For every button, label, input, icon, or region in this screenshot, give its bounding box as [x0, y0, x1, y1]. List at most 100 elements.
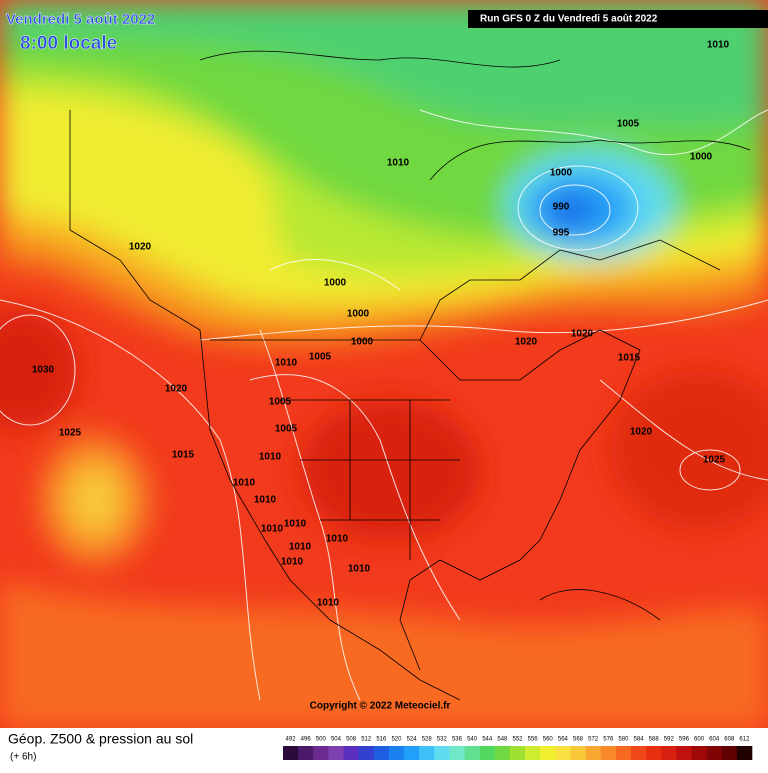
isobar-label: 1005 — [275, 424, 298, 435]
scale-label: 568 — [573, 737, 584, 743]
scale-swatch — [691, 746, 707, 760]
scale-label: 520 — [391, 737, 402, 743]
scale-swatch — [464, 746, 480, 760]
scale-label: 604 — [709, 737, 720, 743]
isobar-label: 1020 — [515, 337, 538, 348]
geopotential-field — [0, 0, 768, 728]
scale-swatch — [494, 746, 511, 760]
scale-swatch — [373, 746, 390, 760]
isobar-label: 1010 — [284, 519, 307, 530]
scale-swatch — [615, 746, 632, 760]
isobar-label: 1010 — [707, 40, 730, 51]
isobar-label: 1010 — [348, 564, 371, 575]
footer-title: Géop. Z500 & pression au sol — [8, 731, 193, 747]
date-label: Vendredi 5 août 2022 — [6, 11, 155, 28]
scale-label: 608 — [724, 737, 735, 743]
isobar-label: 1000 — [347, 309, 370, 320]
scale-label: 548 — [497, 737, 508, 743]
scale-label: 516 — [376, 737, 387, 743]
scale-swatch — [313, 746, 329, 760]
scale-swatch — [328, 746, 344, 760]
copyright: Copyright © 2022 Meteociel.fr — [310, 701, 451, 712]
scale-swatch — [434, 746, 450, 760]
isobar-label: 1005 — [309, 352, 332, 363]
scale-label: 588 — [649, 737, 660, 743]
isobars — [0, 109, 768, 701]
scale-label: 528 — [422, 737, 433, 743]
scale-label: 492 — [286, 737, 297, 743]
scale-label: 596 — [679, 737, 690, 743]
isobar-label: 1010 — [275, 358, 298, 369]
scale-swatch — [555, 746, 571, 760]
scale-label: 500 — [316, 737, 327, 743]
isobar-label: 1015 — [172, 450, 195, 461]
isobar-label: 1000 — [550, 168, 573, 179]
scale-swatch — [298, 746, 314, 760]
scale-label: 524 — [407, 737, 418, 743]
scale-label: 592 — [664, 737, 675, 743]
color-scale: 492 496 500 504 508 512 516 520 524 528 532 536 540 5… — [283, 737, 753, 760]
scale-swatch — [283, 746, 299, 760]
scale-swatch — [706, 746, 723, 760]
scale-swatch — [736, 746, 753, 760]
isobar-labels: 1010 1005 1000 1010 1000 990 995 1020 1000 1000 10… — [32, 40, 730, 609]
isobar-label: 1010 — [387, 158, 410, 169]
isobar-label: 1010 — [254, 495, 277, 506]
isobar-label: 1010 — [289, 542, 312, 553]
isobar-label: 1005 — [269, 397, 292, 408]
scale-swatch — [343, 746, 359, 760]
isobar-label: 1000 — [351, 337, 374, 348]
scale-label: 532 — [437, 737, 448, 743]
scale-label: 576 — [603, 737, 614, 743]
isobar-label: 1010 — [326, 534, 349, 545]
scale-swatch — [404, 746, 420, 760]
scale-swatch — [388, 746, 405, 760]
scale-label: 564 — [558, 737, 569, 743]
scale-label: 556 — [528, 737, 539, 743]
scale-label: 580 — [618, 737, 629, 743]
isobar-label: 1010 — [281, 557, 304, 568]
footer-subtitle: (+ 6h) — [10, 752, 36, 763]
scale-swatch — [585, 746, 602, 760]
scale-label: 540 — [467, 737, 478, 743]
isobar-label: 1000 — [690, 152, 713, 163]
scale-label: 508 — [346, 737, 357, 743]
scale-swatch — [509, 746, 526, 760]
scale-label: 504 — [331, 737, 342, 743]
isobar-label: 1010 — [259, 452, 282, 463]
scale-swatch — [449, 746, 465, 760]
scale-swatch — [419, 746, 435, 760]
isobar-label: 1030 — [32, 365, 55, 376]
isobar-label: 1025 — [59, 428, 82, 439]
isobar-label: 1010 — [233, 478, 256, 489]
run-banner — [468, 10, 768, 28]
scale-swatch — [540, 746, 556, 760]
scale-swatch — [721, 746, 738, 760]
isobar-label: 1020 — [571, 329, 594, 340]
coastlines — [69, 50, 751, 701]
scale-label: 612 — [739, 737, 750, 743]
scale-label: 544 — [482, 737, 493, 743]
scale-swatch — [479, 746, 496, 760]
scale-swatch — [570, 746, 586, 760]
scale-swatch — [646, 746, 662, 760]
scale-swatch — [525, 746, 541, 760]
isobar-label: 1000 — [324, 278, 347, 289]
scale-swatch — [358, 746, 375, 760]
isobar-label: 1020 — [129, 242, 152, 253]
scale-label: 512 — [361, 737, 372, 743]
scale-swatch — [600, 746, 617, 760]
scale-label: 584 — [634, 737, 645, 743]
isobar-label: 1010 — [317, 598, 340, 609]
isobar-label: 1020 — [165, 384, 188, 395]
scale-swatch — [630, 746, 647, 760]
run-label: Run GFS 0 Z du Vendredi 5 août 2022 — [480, 14, 658, 25]
scale-label: 600 — [694, 737, 705, 743]
isobar-label: 1005 — [617, 119, 640, 130]
scale-label: 572 — [588, 737, 599, 743]
isobar-label: 995 — [553, 228, 570, 239]
isobar-label: 990 — [553, 202, 570, 213]
scale-swatch — [661, 746, 677, 760]
